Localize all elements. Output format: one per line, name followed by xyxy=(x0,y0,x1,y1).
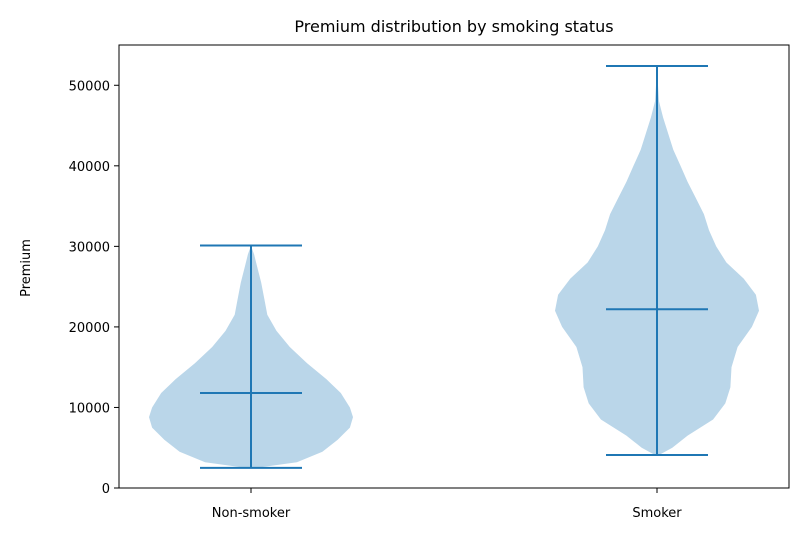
plot-frame xyxy=(118,44,790,489)
whiskers-layer xyxy=(200,64,708,469)
y-tick-label: 20000 xyxy=(69,321,110,336)
y-tick-label: 10000 xyxy=(69,401,110,416)
y-tick-label: 0 xyxy=(102,482,110,497)
chart-title: Premium distribution by smoking status xyxy=(294,17,613,36)
y-tick-label: 30000 xyxy=(69,240,110,255)
violins-layer xyxy=(149,65,759,468)
y-ticks: 0 10000 20000 30000 40000 50000 xyxy=(69,79,119,497)
y-tick-label: 40000 xyxy=(69,160,110,175)
x-ticks: Non-smoker Smoker xyxy=(212,488,682,521)
x-tick-label: Smoker xyxy=(632,506,682,521)
x-tick-label: Non-smoker xyxy=(212,506,291,521)
y-tick-label: 50000 xyxy=(69,79,110,94)
y-axis-label: Premium xyxy=(19,239,34,297)
